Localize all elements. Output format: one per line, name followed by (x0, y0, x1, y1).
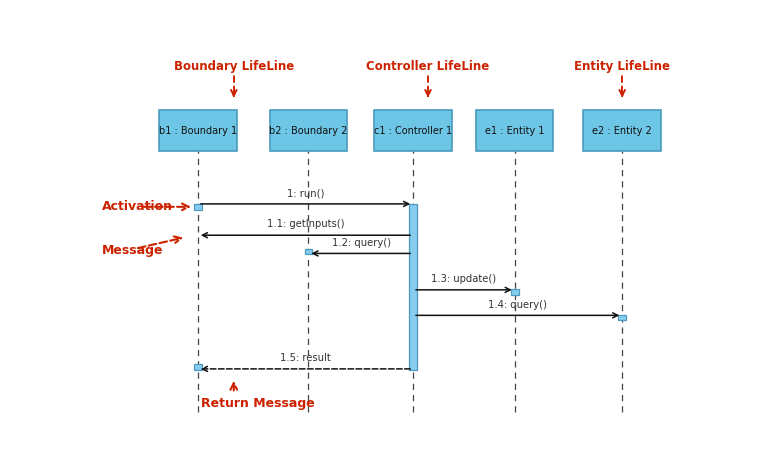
Text: Return Message: Return Message (201, 397, 315, 410)
Text: Message: Message (103, 244, 164, 257)
FancyBboxPatch shape (476, 110, 554, 151)
FancyBboxPatch shape (409, 204, 417, 370)
Text: b1 : Boundary 1: b1 : Boundary 1 (159, 125, 237, 135)
Text: e1 : Entity 1: e1 : Entity 1 (485, 125, 544, 135)
Text: 1: run(): 1: run() (287, 188, 324, 198)
Text: 1.1: getInputs(): 1.1: getInputs() (267, 219, 345, 229)
Text: 1.3: update(): 1.3: update() (431, 274, 497, 284)
FancyBboxPatch shape (194, 204, 202, 210)
Text: 1.4: query(): 1.4: query() (488, 299, 547, 309)
FancyBboxPatch shape (159, 110, 237, 151)
FancyBboxPatch shape (374, 110, 452, 151)
Text: 1.2: query(): 1.2: query() (332, 237, 391, 247)
Text: e2 : Entity 2: e2 : Entity 2 (592, 125, 652, 135)
Text: Activation: Activation (103, 200, 173, 212)
Text: Entity LifeLine: Entity LifeLine (574, 61, 670, 73)
FancyBboxPatch shape (305, 249, 312, 254)
FancyBboxPatch shape (194, 364, 202, 370)
FancyBboxPatch shape (510, 289, 519, 295)
Text: b2 : Boundary 2: b2 : Boundary 2 (269, 125, 348, 135)
Text: 1.5: result: 1.5: result (280, 353, 331, 363)
Text: Boundary LifeLine: Boundary LifeLine (173, 61, 294, 73)
FancyBboxPatch shape (270, 110, 347, 151)
Text: Controller LifeLine: Controller LifeLine (366, 61, 490, 73)
FancyBboxPatch shape (584, 110, 661, 151)
FancyBboxPatch shape (618, 315, 626, 320)
Text: c1 : Controller 1: c1 : Controller 1 (374, 125, 452, 135)
